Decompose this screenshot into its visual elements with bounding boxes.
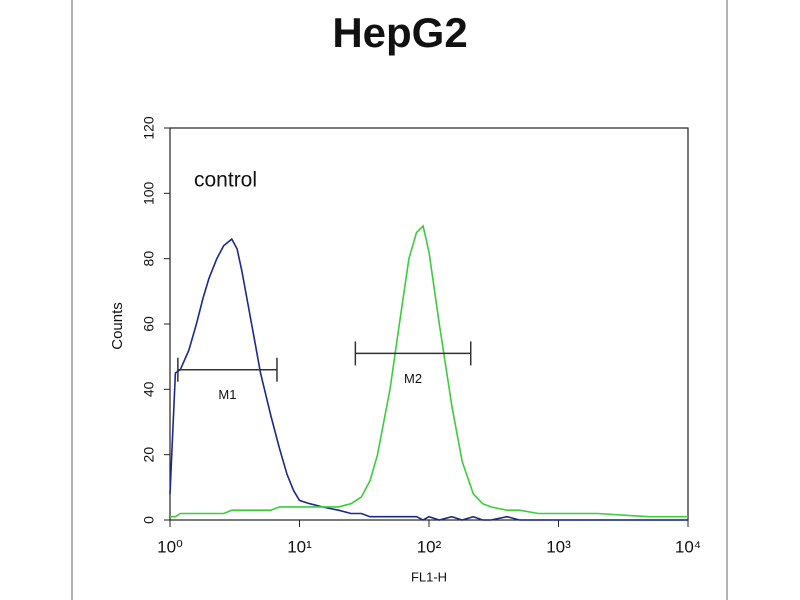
histogram-line [170,224,688,518]
x-tick-label: 10¹ [287,537,312,556]
y-tick-label: 80 [141,251,157,267]
y-tick-label: 0 [141,516,157,524]
x-axis-label: FL1-H [411,569,447,584]
chart-title: HepG2 [332,9,467,56]
histogram-line [169,237,688,521]
marker-label: M2 [404,371,422,386]
x-tick-label: 10⁴ [675,537,701,556]
y-tick-label: 20 [141,447,157,463]
y-tick-label: 100 [141,181,157,205]
y-tick-label: 40 [141,381,157,397]
y-tick-label: 60 [141,316,157,332]
x-tick-label: 10² [417,537,442,556]
x-tick-label: 10⁰ [157,537,183,556]
x-tick-label: 10³ [546,537,571,556]
marker-label: M1 [218,387,236,402]
y-axis-label: Counts [109,302,126,350]
y-tick-label: 120 [141,116,157,140]
annotation: control [194,169,257,192]
